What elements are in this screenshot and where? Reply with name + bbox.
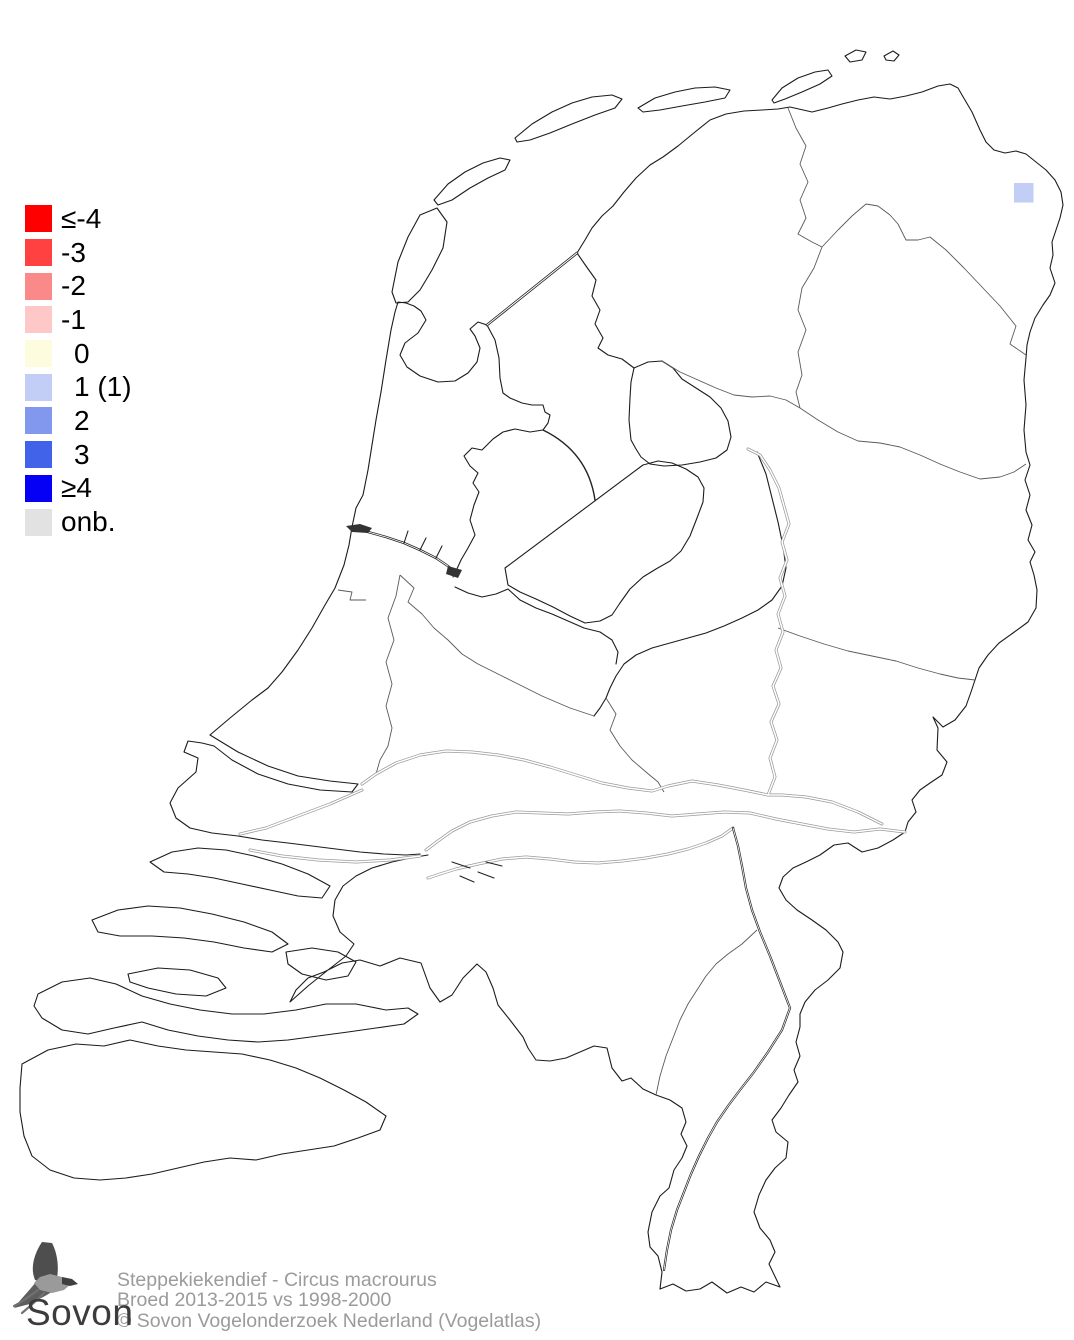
island-ameland (637, 86, 731, 113)
caption-period: Broed 2013-2015 vs 1998-2000 (117, 1289, 392, 1312)
coast-mainland (289, 83, 1064, 1294)
bird-tail-streamers (12, 1288, 46, 1315)
amsterdam-harbor (446, 566, 462, 578)
legend-swatch (25, 508, 52, 536)
coast-delta-north (169, 734, 421, 856)
legend-row: ≤-4 (25, 202, 132, 236)
border-utrecht-east (605, 697, 665, 793)
province-border-layer (337, 107, 1027, 1096)
legend-label: ≤-4 (61, 202, 102, 234)
island-texel (391, 207, 448, 304)
river-layer (238, 447, 907, 880)
legend-swatch (25, 306, 52, 334)
legend: ≤-4 -3 -2 -1 0 1 (1) 2 3 ≥4 onb. (25, 202, 132, 539)
caption-copyright: © Sovon Vogelonderzoek Nederland (Vogela… (117, 1309, 542, 1332)
coastline-layer (19, 49, 1064, 1294)
legend-label: 0 (74, 337, 90, 369)
legend-swatch (25, 239, 52, 267)
coast-noordholland-east (452, 324, 551, 578)
grid-cell-marker (1014, 183, 1034, 203)
legend-label: -3 (61, 236, 86, 268)
border-groningen-drenthe (821, 203, 1027, 356)
border-utrecht-west (375, 574, 401, 775)
polder-noordoostpolder (628, 360, 732, 467)
legend-swatch (25, 373, 52, 401)
legend-row: 1 (1) (25, 370, 132, 404)
legend-row: -2 (25, 269, 132, 303)
legend-row: onb. (25, 505, 132, 539)
border-utrecht-north (399, 574, 595, 717)
border-drenthe-west (795, 246, 823, 409)
island-noord-beveland (127, 967, 227, 997)
islet-rottum-east (883, 50, 900, 62)
sovon-logo-text: Sovon (26, 1292, 134, 1333)
sovon-bird-logo (12, 1242, 78, 1315)
marker-layer (1014, 183, 1034, 203)
caption-species: Steppekiekendief - Circus macrourus (117, 1269, 437, 1291)
island-zeeuws-vlaanderen (19, 1039, 387, 1181)
border-overijssel-gelderland (777, 627, 976, 681)
legend-label: 2 (74, 404, 90, 436)
legend-label: 3 (74, 438, 90, 470)
ijmuiden-harbor (346, 524, 372, 533)
legend-swatch (25, 407, 52, 435)
island-walcheren-beveland (33, 977, 419, 1043)
island-schouwen (91, 905, 289, 953)
border-friesland-overijssel (661, 360, 801, 409)
border-friesland-groningen (787, 107, 823, 248)
legend-swatch (25, 441, 52, 469)
biesbosch-creeks (451, 861, 503, 883)
legend-row: 3 (25, 438, 132, 472)
caption: Steppekiekendief - Circus macrourus Broe… (117, 1269, 542, 1332)
island-tholen (285, 947, 357, 981)
coast-friesland-south (576, 252, 635, 369)
border-brabant-limburg (655, 929, 758, 1096)
island-terschelling (514, 94, 623, 143)
canal-branch-ticks (403, 530, 443, 559)
island-vlieland (433, 157, 511, 206)
islet-rottum-west (844, 49, 867, 63)
coast-west (209, 301, 488, 736)
dike-canal-layer (346, 251, 792, 1272)
legend-label: onb. (61, 506, 116, 538)
legend-swatch (25, 474, 52, 502)
legend-label: ≥4 (61, 472, 92, 504)
legend-swatch (25, 205, 52, 233)
legend-label: -2 (61, 270, 86, 302)
coast-randmeren (593, 451, 787, 717)
legend-row: 2 (25, 404, 132, 438)
polder-flevoland (504, 460, 705, 624)
legend-row: -1 (25, 303, 132, 337)
legend-swatch (25, 272, 52, 300)
legend-row: 0 (25, 337, 132, 371)
legend-label: 1 (1) (74, 371, 132, 403)
island-goeree (149, 847, 331, 899)
border-drenthe-overijssel (799, 407, 1027, 480)
legend-label: -1 (61, 303, 86, 335)
island-schiermonnikoog (771, 69, 833, 104)
bird-head (62, 1277, 78, 1286)
legend-swatch (25, 340, 52, 368)
legend-row: -3 (25, 236, 132, 270)
coast-gooi (454, 586, 619, 665)
legend-row: ≥4 (25, 472, 132, 506)
border-holland-split (337, 589, 366, 601)
